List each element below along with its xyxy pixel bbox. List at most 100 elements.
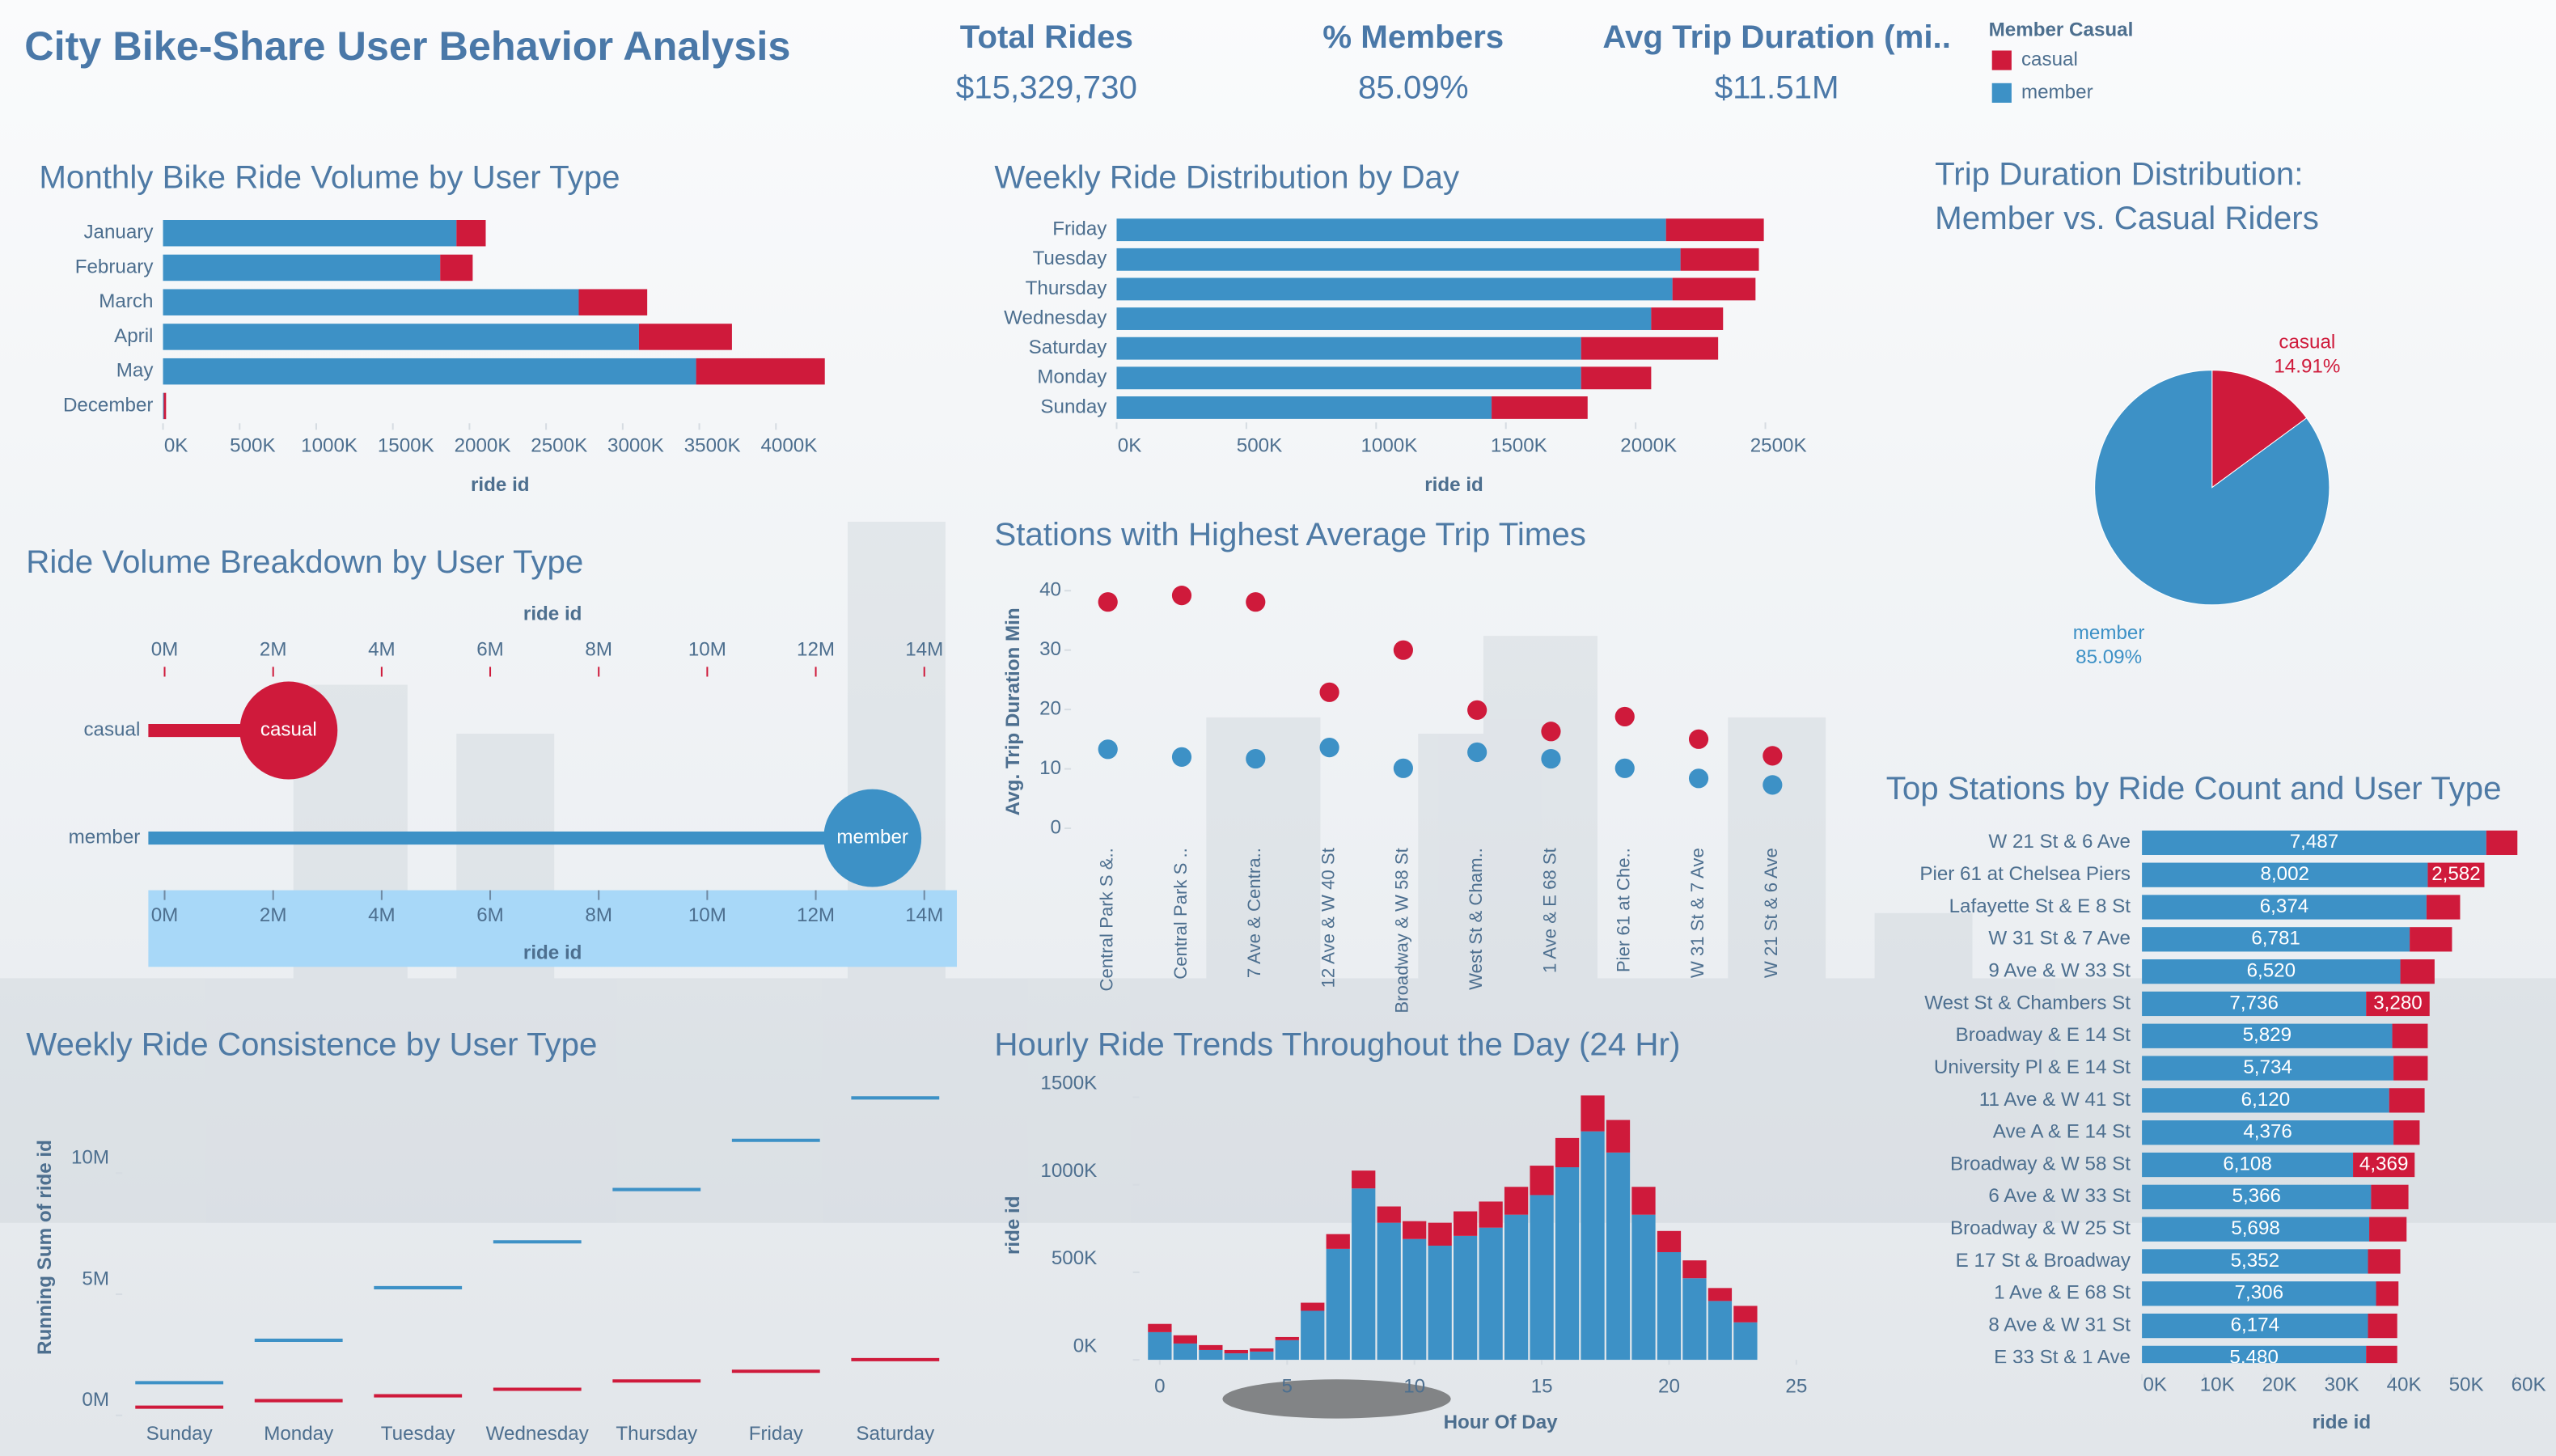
point bbox=[1763, 746, 1783, 766]
category-label: 6 Ave & W 33 St bbox=[1988, 1185, 2131, 1207]
category-label: Wednesday bbox=[1004, 307, 1107, 328]
category-label: member bbox=[69, 826, 141, 848]
y-tick-label: 1000K bbox=[1040, 1160, 1097, 1182]
bar-segment bbox=[163, 392, 167, 420]
bar-segment bbox=[1657, 1251, 1682, 1361]
x-tick-label: 25 bbox=[1785, 1376, 1807, 1398]
pie-category: casual bbox=[2279, 331, 2335, 353]
x-axis-title: ride id bbox=[523, 603, 582, 624]
bar-segment bbox=[1479, 1201, 1503, 1228]
bar-segment bbox=[1326, 1234, 1350, 1249]
legend-label: casual bbox=[2021, 49, 2078, 70]
legend-swatch bbox=[1991, 50, 2012, 70]
x-axis-title: ride id bbox=[523, 942, 582, 964]
bar-segment bbox=[2427, 862, 2485, 887]
x-tick-label: West St & Cham.. bbox=[1466, 848, 1486, 990]
kpi-label: Total Rides bbox=[960, 19, 1133, 55]
legend-title: Member Casual bbox=[1989, 19, 2134, 41]
bar-label: 6,120 bbox=[2241, 1089, 2290, 1111]
bar-segment bbox=[1403, 1221, 1427, 1239]
bar-segment bbox=[1377, 1206, 1401, 1223]
bar-segment bbox=[440, 254, 473, 281]
x-tick-label: Saturday bbox=[856, 1423, 935, 1445]
bar-segment bbox=[1479, 1227, 1503, 1361]
category-label: May bbox=[116, 360, 154, 382]
bar-segment bbox=[1377, 1222, 1401, 1361]
x-tick-label: 3000K bbox=[607, 435, 664, 457]
bar-label: 5,352 bbox=[2231, 1250, 2279, 1272]
chart-title: Weekly Ride Distribution by Day bbox=[994, 159, 1460, 195]
category-label: Friday bbox=[1052, 218, 1107, 240]
bar-segment bbox=[1606, 1120, 1631, 1153]
pie-value: 14.91% bbox=[2274, 356, 2340, 378]
chart-title: Stations with Highest Average Trip Times bbox=[994, 516, 1586, 552]
bar-segment bbox=[2389, 1088, 2425, 1113]
point bbox=[1614, 758, 1635, 778]
bar-segment bbox=[578, 289, 648, 315]
bar-segment bbox=[2426, 895, 2461, 920]
category-label: February bbox=[75, 256, 154, 277]
bar-segment bbox=[1301, 1302, 1325, 1311]
bar-segment bbox=[2368, 1313, 2397, 1339]
x-tick-label: Wednesday bbox=[486, 1423, 590, 1445]
bar-segment bbox=[2142, 959, 2401, 984]
x-tick-label: 6M bbox=[476, 904, 504, 926]
bar-segment bbox=[1581, 1095, 1605, 1132]
x-tick-label: 0K bbox=[1118, 435, 1142, 457]
x-tick-label: 60K bbox=[2512, 1374, 2546, 1396]
y-axis-title: Running Sum of ride id bbox=[34, 1140, 56, 1355]
category-label: casual bbox=[83, 718, 140, 740]
point bbox=[1393, 758, 1413, 778]
bar-segment bbox=[2142, 1345, 2367, 1364]
lollipop-label: casual bbox=[260, 718, 317, 740]
bar-segment bbox=[1682, 1278, 1707, 1361]
x-axis-title: ride id bbox=[2313, 1412, 2372, 1433]
x-tick-label: 1000K bbox=[1361, 435, 1417, 457]
x-tick-label: 2500K bbox=[531, 435, 587, 457]
bar-segment bbox=[1504, 1214, 1529, 1361]
y-tick-label: 5M bbox=[82, 1268, 109, 1289]
bar-segment bbox=[1733, 1306, 1758, 1323]
bar-segment bbox=[1224, 1353, 1248, 1361]
point bbox=[1541, 748, 1561, 769]
x-tick-label: 8M bbox=[585, 904, 612, 926]
bar-group: Friday Tuesday Thursday Wednesday Saturday Mo… bbox=[1004, 218, 1764, 419]
x-tick-label: 7 Ave & Centra.. bbox=[1244, 848, 1264, 978]
bar-segment bbox=[1224, 1349, 1248, 1354]
x-tick-label: 5 bbox=[1282, 1376, 1293, 1398]
category-label: University Pl & E 14 St bbox=[1934, 1056, 2131, 1078]
bar-segment bbox=[2142, 1249, 2368, 1274]
bar-segment bbox=[1403, 1238, 1427, 1361]
bar-segment bbox=[1250, 1348, 1274, 1352]
skyline bbox=[0, 522, 2556, 1223]
bar-segment bbox=[456, 220, 486, 247]
bar-label: 5,734 bbox=[2243, 1056, 2292, 1078]
bar-segment bbox=[638, 324, 732, 350]
chart-title: Weekly Ride Consistence by User Type bbox=[26, 1026, 597, 1063]
bar-segment bbox=[2376, 1281, 2399, 1306]
x-tick-label: Sunday bbox=[146, 1423, 214, 1445]
chart-title: Hourly Ride Trends Throughout the Day (2… bbox=[994, 1026, 1680, 1063]
category-label: March bbox=[99, 290, 153, 312]
bar-segment bbox=[1116, 336, 1581, 360]
bar-segment bbox=[1631, 1187, 1656, 1215]
category-label: Lafayette St & E 8 St bbox=[1949, 895, 2131, 917]
category-label: Sunday bbox=[1040, 396, 1107, 417]
bar-segment bbox=[1733, 1322, 1758, 1361]
kpi-value: 85.09% bbox=[1358, 70, 1469, 106]
bar-segment bbox=[2393, 1120, 2420, 1145]
bar-segment bbox=[163, 289, 579, 315]
bar-segment bbox=[1708, 1301, 1733, 1361]
x-tick-label: 0M bbox=[151, 904, 179, 926]
x-axis-title: ride id bbox=[1424, 474, 1483, 496]
x-tick-label: 4M bbox=[368, 639, 396, 661]
bar-label: 4,376 bbox=[2243, 1121, 2292, 1143]
bar-segment bbox=[1680, 248, 1759, 271]
bar-segment bbox=[2369, 1217, 2407, 1242]
bar-label: 7,487 bbox=[2290, 831, 2338, 853]
bar-segment bbox=[1428, 1245, 1452, 1361]
bar-group: W 21 St & 6 Ave 7,487 Pier 61 at Chelsea P… bbox=[1919, 830, 2518, 1364]
bar-segment bbox=[2366, 991, 2430, 1017]
x-tick-label: Central Park S .. bbox=[1170, 848, 1191, 980]
category-label: West St & Chambers St bbox=[1924, 992, 2131, 1014]
